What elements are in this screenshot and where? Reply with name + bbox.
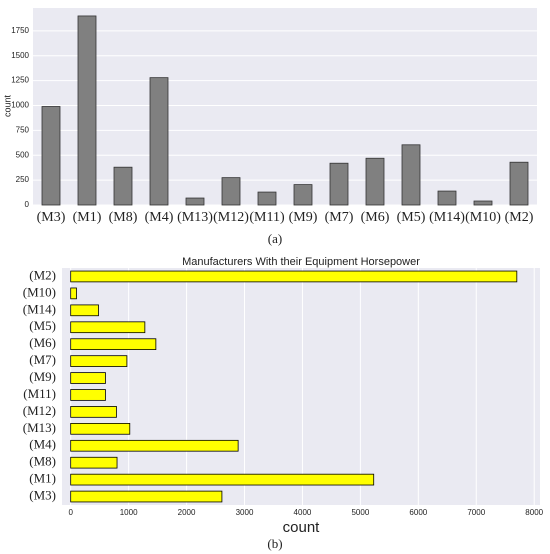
y-tick-label: 1250	[11, 76, 29, 85]
y-tick-label: (M4)	[29, 437, 56, 452]
y-tick-label: (M12)	[23, 403, 56, 418]
y-tick-label: (M7)	[29, 352, 56, 367]
chart-title: Manufacturers With their Equipment Horse…	[182, 256, 420, 268]
bar	[70, 439, 239, 452]
bar	[77, 15, 97, 206]
bar	[70, 355, 128, 367]
plot-area	[62, 268, 540, 505]
y-tick-label: 1500	[11, 51, 29, 60]
bar	[221, 177, 241, 206]
x-tick-label: (M1)	[73, 210, 102, 225]
bar	[70, 423, 131, 435]
bar	[70, 389, 106, 401]
bar	[437, 190, 457, 206]
bar	[70, 321, 146, 334]
y-tick-label: (M8)	[29, 454, 56, 469]
bar	[70, 304, 99, 317]
y-tick-label: 500	[16, 150, 30, 159]
caption: (a)	[268, 231, 282, 246]
x-tick-label: (M14)	[429, 210, 465, 225]
x-tick-label: 0	[68, 508, 73, 517]
bar	[113, 166, 133, 206]
plot-area	[33, 8, 537, 205]
bar	[149, 77, 169, 206]
bar	[70, 338, 157, 350]
bar	[41, 106, 61, 206]
x-tick-label: (M10)	[465, 210, 501, 225]
y-tick-label: (M5)	[29, 318, 56, 333]
x-tick-label: 3000	[236, 508, 254, 517]
x-tick-label: (M4)	[145, 210, 174, 225]
bar	[293, 184, 313, 206]
x-tick-label: 1000	[120, 508, 138, 517]
bar	[70, 473, 375, 486]
x-tick-label: 5000	[351, 508, 369, 517]
x-tick-label: (M11)	[249, 210, 285, 225]
x-tick-label: 6000	[409, 508, 427, 517]
bar	[365, 157, 385, 206]
bar	[329, 162, 349, 206]
y-tick-label: (M11)	[23, 386, 56, 401]
y-tick-label: (M2)	[29, 267, 56, 282]
y-tick-label: 0	[25, 200, 30, 209]
bar	[70, 270, 518, 283]
y-tick-label: 250	[16, 175, 30, 184]
y-tick-label: 1750	[11, 26, 29, 35]
bar	[70, 456, 118, 469]
x-axis-label: count	[283, 519, 321, 536]
y-tick-label: (M14)	[23, 301, 56, 316]
bar	[257, 191, 277, 206]
bar	[70, 372, 106, 384]
y-tick-label: 750	[16, 125, 30, 134]
y-tick-label: (M3)	[29, 488, 56, 503]
x-tick-label: 7000	[467, 508, 485, 517]
x-tick-label: (M12)	[213, 210, 249, 225]
bar	[401, 144, 421, 206]
x-tick-label: (M8)	[109, 210, 138, 225]
y-tick-label: (M1)	[29, 471, 56, 486]
bar	[509, 161, 529, 206]
bar	[70, 406, 117, 418]
bar	[70, 287, 77, 300]
x-tick-label: (M2)	[505, 210, 534, 225]
x-tick-label: (M3)	[37, 210, 66, 225]
bar	[70, 490, 223, 503]
x-tick-label: 8000	[525, 508, 543, 517]
caption: (b)	[267, 536, 282, 551]
x-tick-label: 4000	[294, 508, 312, 517]
y-tick-label: (M13)	[23, 420, 56, 435]
x-tick-label: (M13)	[177, 210, 213, 225]
x-tick-label: (M6)	[361, 210, 390, 225]
y-tick-label: (M6)	[29, 335, 56, 350]
y-tick-label: 1000	[11, 101, 29, 110]
x-tick-label: (M9)	[289, 210, 318, 225]
bar	[473, 200, 493, 206]
x-tick-label: 2000	[178, 508, 196, 517]
y-axis-label: count	[2, 94, 12, 117]
x-tick-label: (M5)	[397, 210, 426, 225]
y-tick-label: (M9)	[29, 369, 56, 384]
x-tick-label: (M7)	[325, 210, 354, 225]
bar	[185, 197, 205, 206]
y-tick-label: (M10)	[23, 284, 56, 299]
